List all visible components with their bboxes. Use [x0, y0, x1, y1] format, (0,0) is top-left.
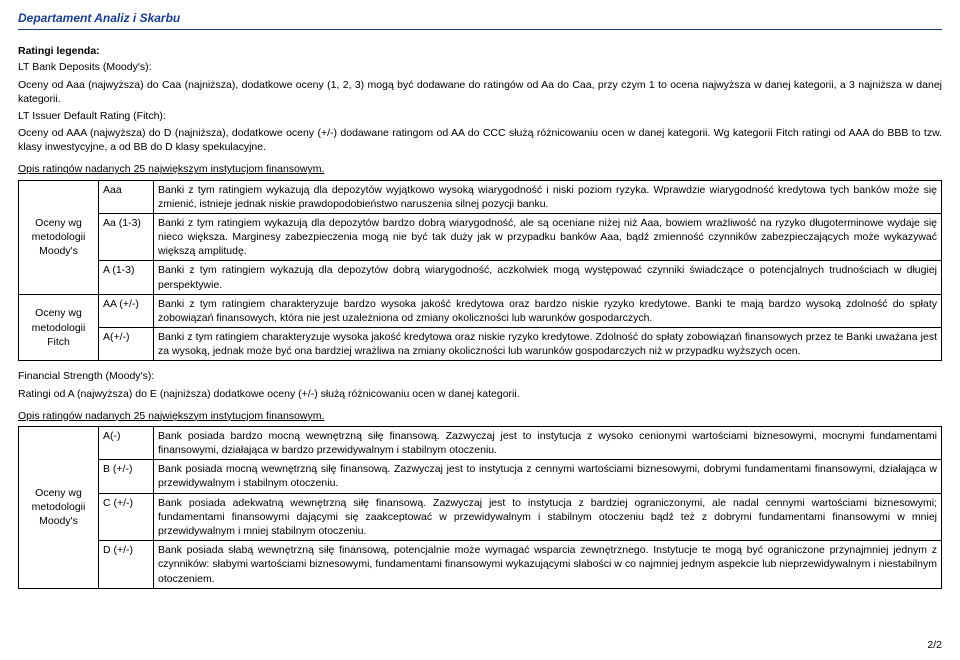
group-label-moodys-2: Oceny wg metodologii Moody's — [19, 426, 99, 588]
table-row: A(+/-) Banki z tym ratingiem charakteryz… — [19, 328, 942, 361]
rating-code: C (+/-) — [99, 493, 154, 541]
rating-code: Aaa — [99, 180, 154, 213]
page-header: Departament Analiz i Skarbu — [18, 10, 942, 30]
lt-bank-text: Oceny od Aaa (najwyższa) do Caa (najniżs… — [18, 78, 942, 106]
rating-code: Aa (1-3) — [99, 213, 154, 261]
lt-bank-title: LT Bank Deposits (Moody's): — [18, 60, 942, 74]
rating-desc: Banki z tym ratingiem wykazują dla depoz… — [154, 261, 942, 294]
rating-desc: Banki z tym ratingiem wykazują dla depoz… — [154, 180, 942, 213]
table-row: C (+/-) Bank posiada adekwatną wewnętrzn… — [19, 493, 942, 541]
fs-text: Ratingi od A (najwyższa) do E (najniższa… — [18, 387, 942, 401]
rating-code: A(-) — [99, 426, 154, 459]
lt-issuer-title: LT Issuer Default Rating (Fitch): — [18, 109, 942, 123]
group-label-fitch: Oceny wg metodologii Fitch — [19, 294, 99, 361]
table-row: Aa (1-3) Banki z tym ratingiem wykazują … — [19, 213, 942, 261]
rating-code: D (+/-) — [99, 541, 154, 589]
table-row: A (1-3) Banki z tym ratingiem wykazują d… — [19, 261, 942, 294]
lt-issuer-text: Oceny od AAA (najwyższa) do D (najniższa… — [18, 126, 942, 154]
ratings-table-1: Oceny wg metodologii Moody's Aaa Banki z… — [18, 180, 942, 362]
rating-code: A(+/-) — [99, 328, 154, 361]
rating-code: AA (+/-) — [99, 294, 154, 327]
table-row: Oceny wg metodologii Moody's A(-) Bank p… — [19, 426, 942, 459]
rating-code: B (+/-) — [99, 460, 154, 493]
page-number: 2/2 — [927, 638, 942, 652]
table-row: Oceny wg metodologii Fitch AA (+/-) Bank… — [19, 294, 942, 327]
rating-desc: Bank posiada bardzo mocną wewnętrzną sił… — [154, 426, 942, 459]
rating-desc: Bank posiada adekwatną wewnętrzną siłę f… — [154, 493, 942, 541]
group-label-moodys: Oceny wg metodologii Moody's — [19, 180, 99, 294]
opis-label-2: Opis ratingów nadanych 25 największym in… — [18, 409, 942, 423]
ratings-table-2: Oceny wg metodologii Moody's A(-) Bank p… — [18, 426, 942, 589]
table-row: Oceny wg metodologii Moody's Aaa Banki z… — [19, 180, 942, 213]
opis-label-1: Opis ratingów nadanych 25 największym in… — [18, 162, 942, 176]
rating-desc: Bank posiada mocną wewnętrzną siłę finan… — [154, 460, 942, 493]
legend-title: Ratingi legenda: — [18, 44, 942, 58]
rating-desc: Banki z tym ratingiem charakteryzuje bar… — [154, 294, 942, 327]
table-row: B (+/-) Bank posiada mocną wewnętrzną si… — [19, 460, 942, 493]
fs-title: Financial Strength (Moody's): — [18, 369, 942, 383]
rating-desc: Bank posiada słabą wewnętrzną siłę finan… — [154, 541, 942, 589]
rating-desc: Banki z tym ratingiem charakteryzuje wys… — [154, 328, 942, 361]
rating-code: A (1-3) — [99, 261, 154, 294]
table-row: D (+/-) Bank posiada słabą wewnętrzną si… — [19, 541, 942, 589]
rating-desc: Banki z tym ratingiem wykazują dla depoz… — [154, 213, 942, 261]
